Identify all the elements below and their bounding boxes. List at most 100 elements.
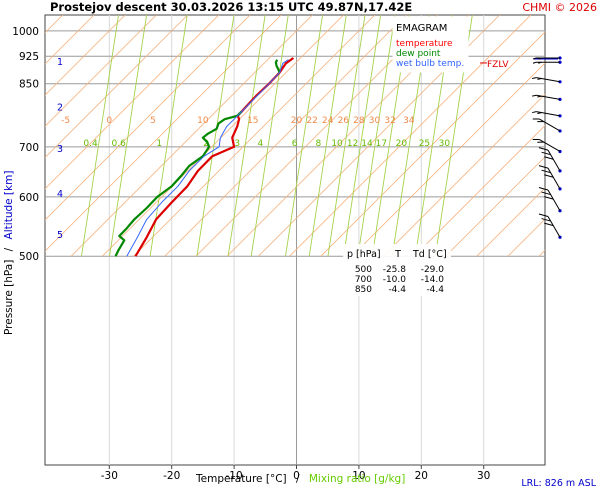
dry-adiabat-label: 28 (353, 116, 365, 126)
isoline-labels: -5 0 5 10 15 20 22 24 26 28 30 32 340.4 0.6 1 2 3 4 6 8 10 12… (61, 116, 450, 149)
wind-barb-staff (547, 167, 561, 190)
wind-barbs (532, 56, 562, 239)
table-cell: 700 (355, 275, 372, 285)
wind-barb (538, 165, 562, 191)
wind-barb-feather (541, 151, 551, 156)
altitude-tick-label: 3 (57, 144, 63, 155)
mixing-ratio-label: 25 (419, 139, 430, 149)
wind-barb-feather (544, 196, 554, 200)
copyright: CHMI © 2026 (522, 1, 597, 14)
wind-barb-staff (538, 139, 561, 152)
mixing-ratio-label: 12 (347, 139, 358, 149)
wind-barb-feather (538, 213, 549, 217)
dry-adiabat-label: 5 (150, 116, 156, 126)
dry-adiabat-label: 0 (106, 116, 112, 126)
dry-adiabat-label: -5 (61, 116, 70, 126)
legend-box (392, 16, 469, 73)
mixing-ratio-line (357, 15, 396, 257)
table-header-td: Td [°C] (412, 249, 447, 260)
dry-adiabat-label: 20 (291, 116, 303, 126)
wind-barb-staff (547, 149, 561, 172)
dry-adiabat-label: 32 (384, 116, 395, 126)
dry-adiabat-label: 30 (369, 116, 381, 126)
mixing-ratio-label: 3 (234, 139, 240, 149)
y-axis-label-pressure: Pressure [hPa] (3, 260, 15, 335)
dry-adiabat-label: 34 (403, 116, 415, 126)
y-tick-label: 700 (19, 142, 39, 154)
x-axis-title: Temperature [°C] / Mixing ratio [g/kg] (195, 473, 405, 485)
table-cell: 850 (355, 285, 372, 295)
mixing-ratio-label: 10 (331, 139, 343, 149)
wind-barb (538, 187, 562, 213)
altitude-tick-label: 4 (57, 189, 63, 200)
x-tick-label: -20 (163, 470, 180, 482)
legend-dew-point: dew point (396, 49, 441, 59)
altitude-tick-label: 1 (57, 57, 63, 68)
wind-barb-feather (532, 61, 537, 64)
wind-barb (532, 138, 562, 154)
dry-adiabat-line (45, 15, 251, 221)
dry-adiabat-line (351, 62, 545, 257)
dry-adiabat-line (70, 15, 313, 257)
table-header-p: p [hPa] (347, 249, 381, 260)
mixing-ratio-line (227, 15, 266, 257)
wind-barb (532, 77, 562, 84)
table-cell: -14.0 (421, 275, 445, 285)
y-tick-label: 600 (19, 192, 39, 204)
mixing-ratio-line (109, 15, 148, 257)
wind-barb-feather (532, 57, 537, 60)
table-cell: 500 (355, 265, 372, 275)
x-tick-label: -30 (101, 470, 118, 482)
wind-barb-staff (538, 118, 561, 132)
dry-adiabat-line (102, 15, 344, 257)
y-axis-label-separator: / (3, 247, 15, 251)
wind-barb-feather (538, 147, 549, 151)
mixing-ratio-label: 2 (203, 139, 209, 149)
x-tick-label: 10 (352, 470, 365, 482)
y-tick-label: 925 (19, 51, 39, 63)
y-axis-title: Pressure [hPa] / Altitude [km] (3, 171, 15, 335)
lrl-label: LRL: 826 m ASL (521, 478, 596, 489)
table-header-t: T (394, 249, 401, 260)
data-table-box (343, 244, 451, 296)
mixing-ratio-line (250, 15, 289, 257)
dry-adiabat-label: 10 (197, 116, 209, 126)
series-wet-bulb-temp- (126, 59, 289, 257)
wind-barb-staff (547, 216, 561, 238)
mixing-ratio-line (196, 15, 235, 257)
y-tick-label: 850 (19, 79, 39, 91)
wind-barb-feather (544, 156, 554, 160)
x-axis-label-temperature: Temperature [°C] (195, 473, 287, 485)
wind-barb-feather (538, 187, 549, 191)
mixing-ratio-line (81, 15, 119, 257)
wind-barb-feather (538, 61, 542, 64)
wind-barb-feather (544, 174, 554, 178)
table-cell: -4.4 (388, 285, 406, 295)
fzlv-label: FZLV (487, 60, 509, 70)
dry-adiabat-line (320, 31, 545, 257)
series-dew-point (114, 110, 243, 257)
dry-adiabat-label: 26 (338, 116, 350, 126)
table-cell: -10.0 (383, 275, 407, 285)
wind-barb-feather (538, 57, 542, 60)
dry-adiabat-line (45, 15, 95, 65)
wind-barb-feather (544, 222, 554, 227)
mixing-ratio-label: 0.4 (83, 139, 98, 149)
x-tick-label: -10 (226, 470, 243, 482)
mixing-ratio-label: 0.6 (111, 139, 126, 149)
wind-barb-feather (532, 111, 537, 114)
mixing-ratio-label: 30 (439, 139, 451, 149)
table-cell: -4.4 (426, 285, 444, 295)
dry-adiabat-line (45, 15, 126, 96)
mixing-ratio-line (343, 15, 382, 257)
mixing-ratio-label: 6 (292, 139, 298, 149)
mixing-ratio-label: 4 (257, 139, 263, 149)
dry-adiabat-line (45, 15, 220, 190)
series-dew-point-lower-segment (274, 59, 281, 73)
altitude-tick-label: 5 (57, 230, 63, 241)
legend-title: EMAGRAM (396, 23, 447, 34)
y-tick-label: 1000 (12, 26, 39, 38)
x-axis-label-mixing: Mixing ratio [g/kg] (309, 473, 405, 485)
wind-barb-feather (541, 191, 551, 196)
